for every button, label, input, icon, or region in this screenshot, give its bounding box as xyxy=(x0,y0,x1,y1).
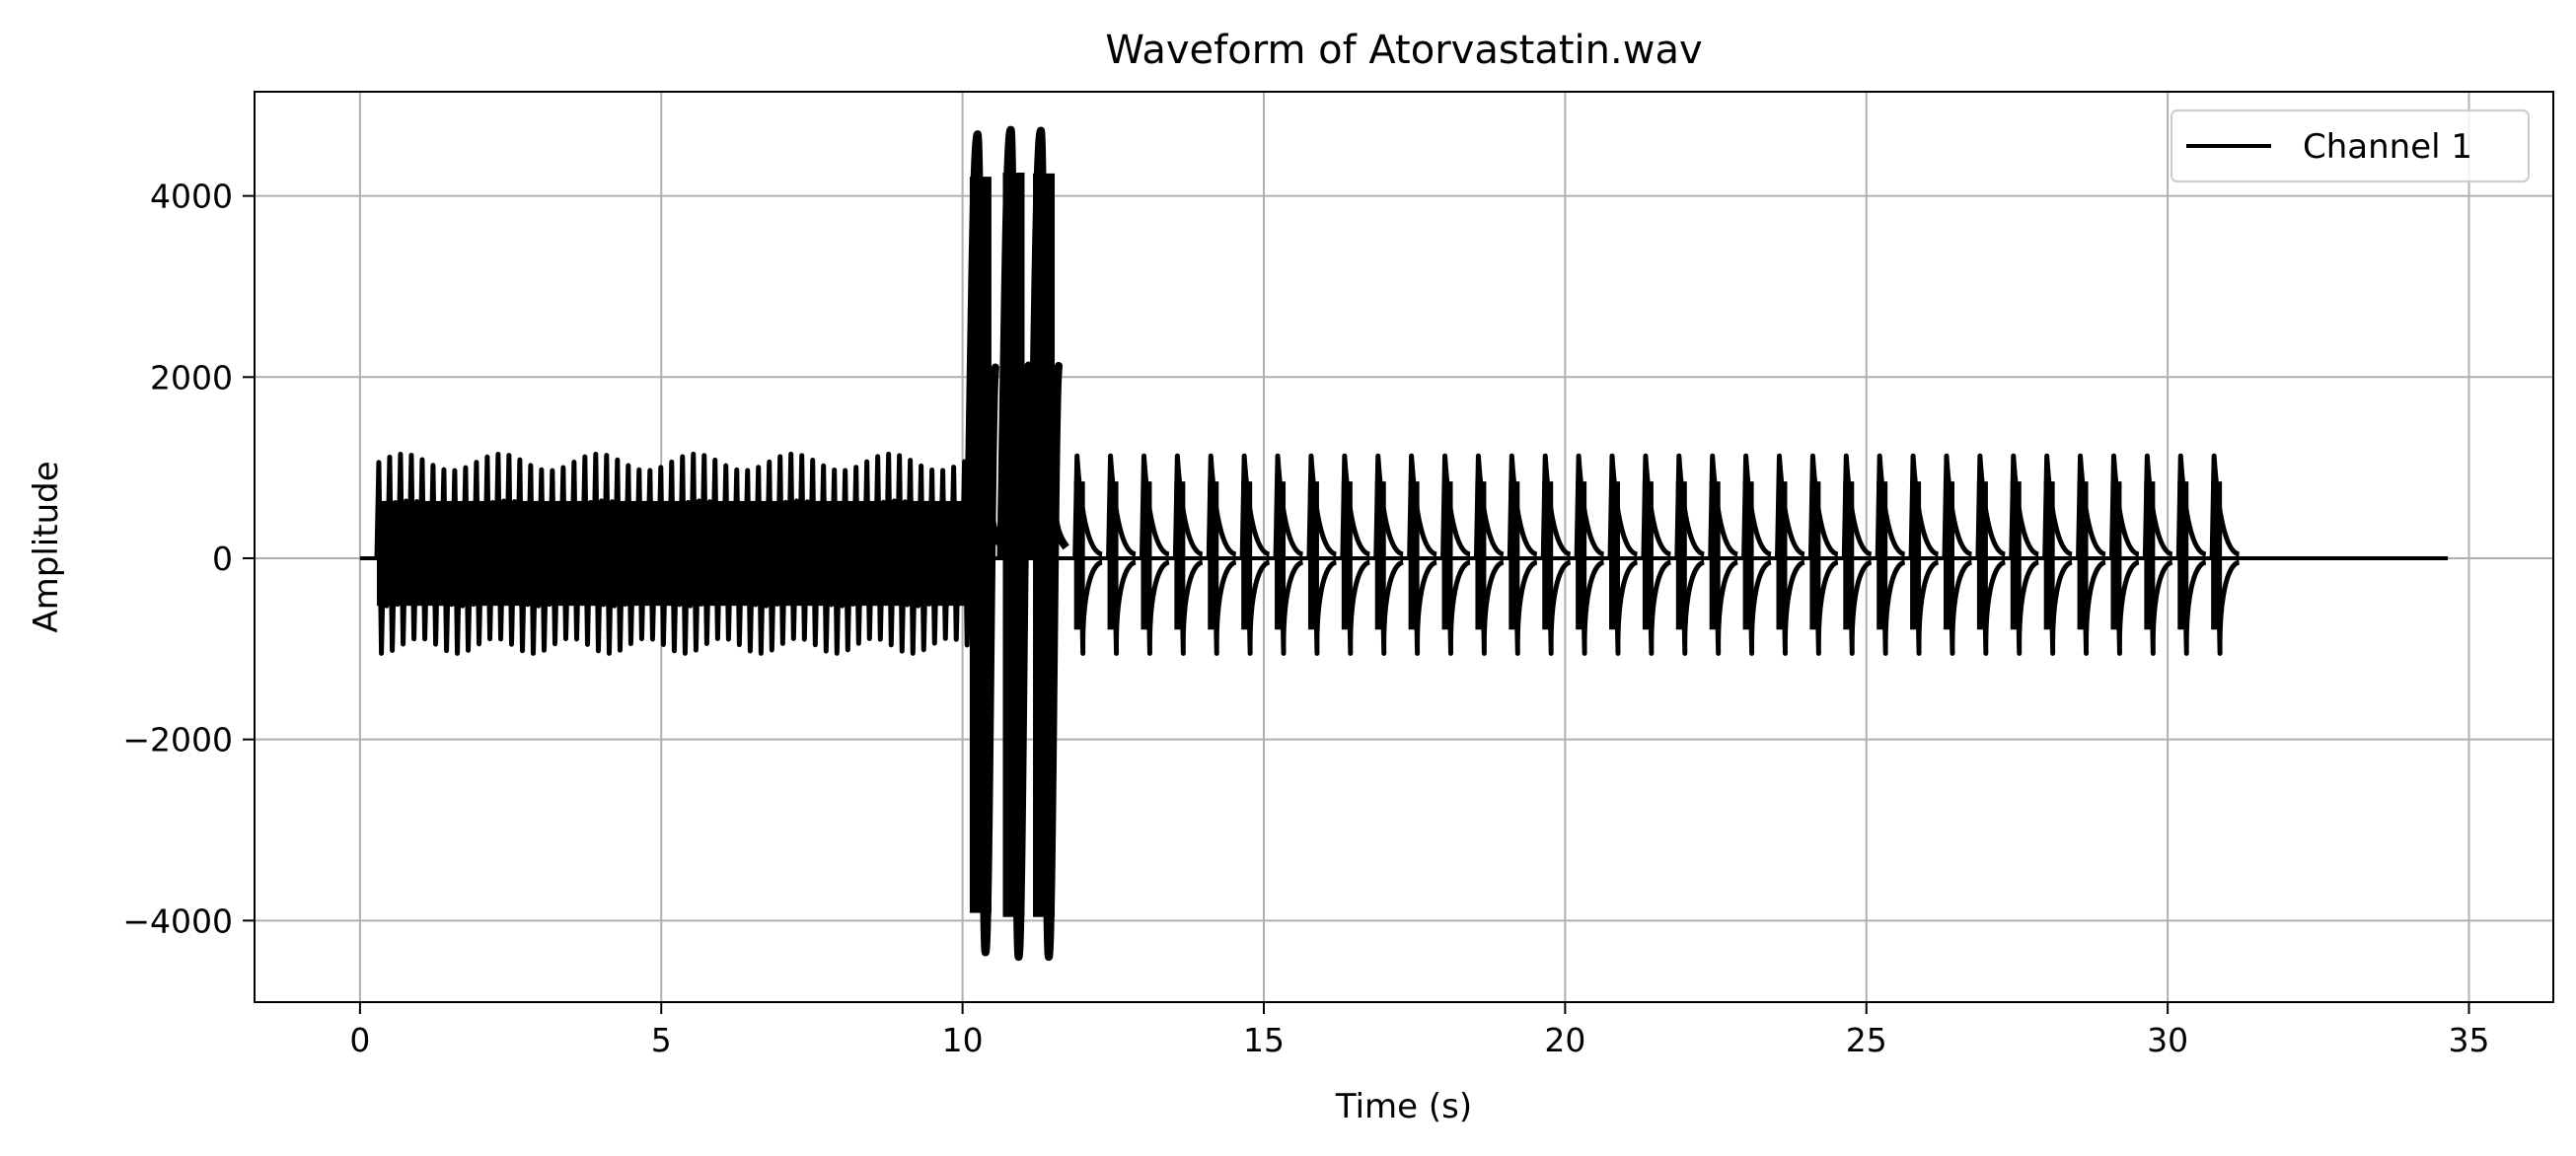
x-tick-label: 5 xyxy=(651,1021,672,1059)
waveform-pulse-sparse-core xyxy=(1408,481,1420,630)
waveform-pulse-sparse-core xyxy=(1241,481,1253,630)
waveform-pulse-sparse-core xyxy=(1374,481,1386,630)
waveform-pulse-sparse-core xyxy=(1509,481,1520,630)
waveform-pulse-sparse-core xyxy=(1910,481,1922,630)
waveform-pulse-sparse-core xyxy=(1275,481,1287,630)
x-tick-label: 35 xyxy=(2448,1021,2489,1059)
x-tick-label: 30 xyxy=(2147,1021,2188,1059)
waveform-pulse-sparse-core xyxy=(2010,481,2022,630)
legend-box xyxy=(2171,109,2530,182)
waveform-pulse-sparse-core xyxy=(1073,481,1085,630)
waveform-pulse-sparse-core xyxy=(2211,481,2223,630)
waveform-pulse-sparse-core xyxy=(1542,481,1554,630)
waveform-large-pulse-core-3 xyxy=(1033,173,1056,917)
waveform-pulse-sparse-core xyxy=(1742,481,1754,630)
legend-label-channel-1: Channel 1 xyxy=(2303,127,2472,167)
waveform-pulse-sparse-core xyxy=(1776,481,1788,630)
waveform-pulse-sparse-core xyxy=(1307,481,1319,630)
waveform-pulse-sparse-core xyxy=(1441,481,1453,630)
waveform-pulse-sparse-core xyxy=(2043,481,2055,630)
waveform-pulse-sparse-core xyxy=(1208,481,1219,630)
waveform-dense-body xyxy=(376,500,966,607)
waveform-large-pulse-core-1 xyxy=(969,177,992,913)
x-tick-label: 10 xyxy=(942,1021,984,1059)
y-tick-label: −2000 xyxy=(122,721,233,759)
waveform-pulse-sparse-core xyxy=(1976,481,1988,630)
waveform-pulse-sparse-core xyxy=(1675,481,1687,630)
waveform-pulse-sparse-core xyxy=(1107,481,1119,630)
x-tick-label: 0 xyxy=(349,1021,370,1059)
x-tick-label: 20 xyxy=(1544,1021,1585,1059)
waveform-pulse-sparse-core xyxy=(2077,481,2089,630)
y-axis-label: Amplitude xyxy=(27,461,66,632)
waveform-pulse-sparse-core xyxy=(1174,481,1186,630)
y-tick-label: 2000 xyxy=(150,358,233,397)
waveform-pulse-sparse-core xyxy=(1141,481,1152,630)
legend: Channel 1 xyxy=(2171,109,2530,182)
y-tick-label: −4000 xyxy=(122,902,233,940)
waveform-pulse-sparse-core xyxy=(1709,481,1721,630)
y-tick-label: 4000 xyxy=(150,178,233,216)
waveform-large-pulse-core-2 xyxy=(1002,173,1025,917)
waveform-pulse-sparse-core xyxy=(1341,481,1353,630)
waveform-pulse-sparse-core xyxy=(2110,481,2122,630)
x-tick-label: 15 xyxy=(1243,1021,1285,1059)
waveform-pulse-sparse-core xyxy=(1475,481,1487,630)
waveform-pulse-sparse-core xyxy=(1843,481,1855,630)
waveform-pulse-sparse-core xyxy=(2144,481,2156,630)
x-tick-label: 25 xyxy=(1846,1021,1887,1059)
waveform-pulse-sparse-core xyxy=(2177,481,2189,630)
data-layer xyxy=(359,125,2449,962)
axis-ticks: 0 5 10 15 20 25 30 35 −4000 −2000 0 2000 4000 xyxy=(122,178,2489,1059)
waveform-pulse-sparse-core xyxy=(1576,481,1587,630)
x-axis-label: Time (s) xyxy=(1335,1087,1472,1126)
waveform-pulse-sparse-core xyxy=(1809,481,1821,630)
y-tick-label: 0 xyxy=(212,540,233,578)
waveform-pulse-sparse-core xyxy=(1877,481,1888,630)
plot-frame xyxy=(254,91,2554,1003)
chart-title: Waveform of Atorvastatin.wav xyxy=(1105,28,1702,73)
waveform-pulse-sparse-core xyxy=(1642,481,1654,630)
waveform-pulse-sparse-core xyxy=(1609,481,1621,630)
waveform-pulse-sparse-core xyxy=(1943,481,1954,630)
